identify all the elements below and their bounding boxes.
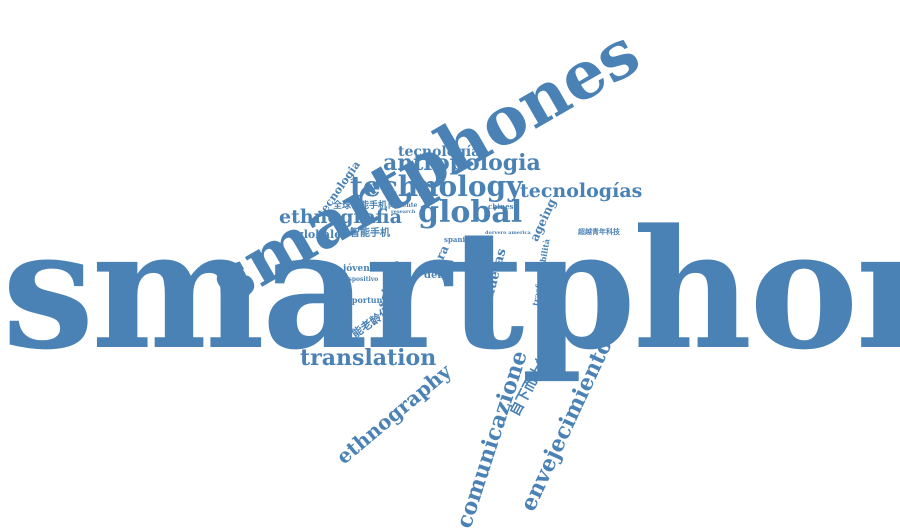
word-tecnologia-top: tecnología — [398, 144, 481, 160]
word-chinese: chinese — [488, 202, 518, 211]
word-presente: presente — [388, 202, 418, 209]
word-opportunism: opportunism — [341, 295, 399, 305]
word-global: global — [418, 195, 523, 230]
word-spanish: spanish — [444, 235, 475, 244]
word-dispositivo: dispositivo — [342, 276, 379, 283]
word-dorvero-america: dorvero america — [485, 230, 531, 236]
word-technology: technology — [350, 170, 523, 203]
word-quanqiu: 全球智能手机 — [333, 201, 388, 211]
word-ethnografia: ethnografia — [279, 206, 402, 228]
word-translation: translation — [300, 345, 437, 371]
word-smartphone: smartphone — [2, 193, 900, 386]
word-jovenes: jóvenes — [343, 264, 381, 274]
word-globale: globale — [296, 228, 342, 241]
word-chaoyue: 超越青年科技 — [578, 227, 620, 236]
word-antropologia: antropologia — [383, 150, 541, 176]
word-zhineng: 智能手机 — [350, 228, 390, 239]
word-tecnologias: tecnologías — [520, 180, 643, 202]
word-della: della — [424, 270, 452, 281]
word-research: research — [391, 209, 416, 215]
